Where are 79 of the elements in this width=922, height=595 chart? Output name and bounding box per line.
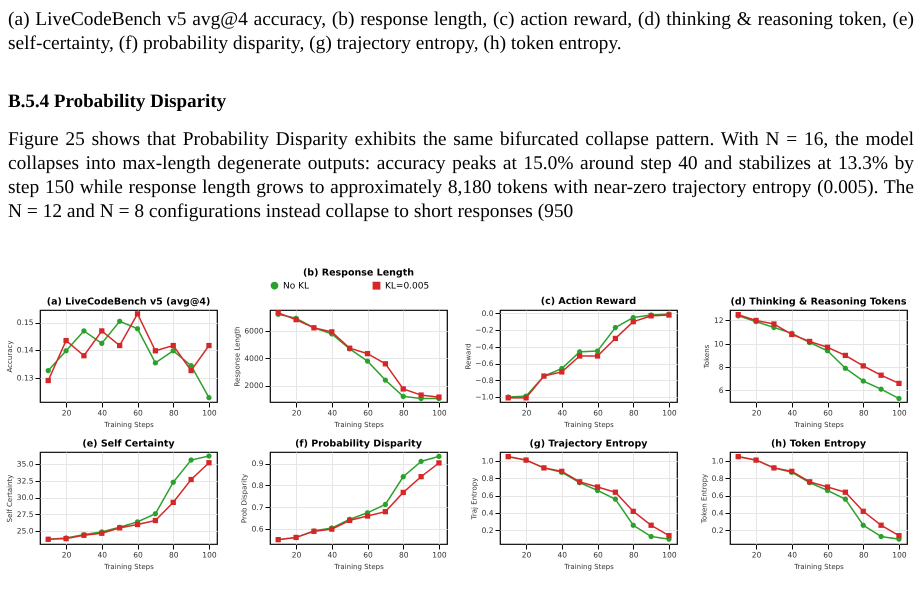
legend-label: KL=0.005 [385, 282, 430, 292]
point [134, 326, 140, 332]
point [170, 342, 176, 348]
point [117, 342, 122, 348]
point [896, 380, 902, 386]
point [612, 496, 618, 502]
point [400, 474, 406, 480]
point [878, 522, 884, 528]
legend-label: No KL [283, 282, 310, 292]
point [152, 348, 158, 354]
point [400, 490, 406, 496]
point [860, 363, 866, 369]
point [152, 518, 158, 524]
point [206, 460, 212, 466]
point [206, 453, 212, 459]
point [630, 508, 636, 514]
point [860, 522, 866, 528]
point [99, 340, 104, 346]
chart-title: (a) LiveCodeBench v5 (avg@4) [46, 296, 210, 308]
point [666, 533, 672, 538]
text: (a) LiveCodeBench v5 avg@4 accuracy, (b) response length, (c) action reward, (d) thinking & reasoning token, (e) self-certainty, (f) probability disparity, (g) trajectory entropy, (h) token entropy. [8, 8, 914, 56]
point [400, 386, 406, 392]
point [188, 363, 194, 368]
point [878, 534, 884, 540]
point [612, 336, 618, 342]
point [170, 348, 176, 354]
point [152, 360, 158, 366]
point [648, 522, 654, 528]
point [81, 328, 87, 334]
chart-title: (f) Probability Disparity [295, 438, 423, 450]
point [842, 366, 848, 371]
point [418, 458, 424, 464]
point [648, 534, 654, 540]
chart-title: (b) Response Length [302, 268, 414, 278]
chart-title: (g) Trajectory Entropy [530, 438, 648, 450]
caption: Figure 25 shows that Probability Disparity exhibits the same bifurcated collapse pattern. With N = 16, the model collapses into max-length degenerate outputs: accuracy peaks at 15.0% around step 40 and stabilizes at 13.3% by step 150 while response length grows to approximately 8,180 tokens with near-zero trajectory entropy (0.005). The N = 12 and N = 8 configurations instead collapse to short responses (950 [8, 128, 914, 224]
chart-title: (c) Action Reward [540, 296, 636, 307]
point [81, 353, 87, 358]
point [878, 386, 884, 392]
chart-title: (d) Thinking & Reasoning Tokens [730, 296, 907, 308]
point [400, 394, 406, 400]
point [382, 377, 388, 383]
point [630, 522, 636, 528]
point [612, 490, 618, 495]
text: B.5.4 Probability Disparity [8, 90, 228, 114]
point [170, 500, 176, 506]
point [364, 350, 370, 356]
point [860, 508, 866, 514]
point [577, 353, 582, 359]
point [152, 511, 158, 516]
point [382, 509, 388, 514]
chart-title: (h) Token Entropy [770, 438, 867, 450]
point [188, 457, 194, 463]
point [878, 372, 884, 378]
point [63, 348, 69, 354]
point [134, 311, 140, 316]
point [46, 368, 51, 374]
point [206, 394, 212, 400]
point [170, 480, 176, 485]
point [630, 319, 636, 324]
point [896, 533, 902, 538]
point [99, 328, 104, 334]
point [382, 361, 388, 366]
point [117, 318, 122, 324]
point [860, 378, 866, 384]
point [896, 396, 902, 402]
chart-title: (e) Self Certainty [82, 438, 176, 450]
point [842, 352, 848, 358]
point [842, 490, 848, 495]
point [46, 378, 51, 384]
point [436, 454, 442, 460]
point [382, 502, 388, 508]
point [594, 348, 600, 354]
point [612, 324, 618, 330]
point [559, 369, 564, 375]
point [824, 344, 830, 350]
point [842, 496, 848, 502]
point [418, 474, 424, 480]
point [364, 358, 370, 364]
